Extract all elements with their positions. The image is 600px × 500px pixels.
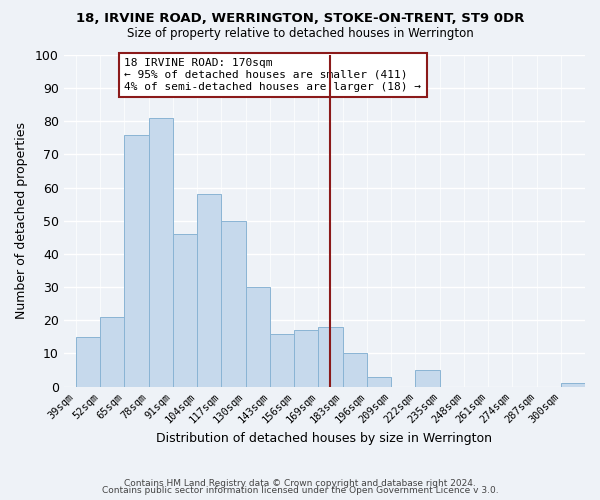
Bar [100,317,124,386]
Bar [561,384,585,386]
Bar [197,194,221,386]
Text: 18 IRVINE ROAD: 170sqm
← 95% of detached houses are smaller (411)
4% of semi-det: 18 IRVINE ROAD: 170sqm ← 95% of detached… [124,58,421,92]
Bar [76,337,100,386]
Bar [415,370,440,386]
Bar [343,354,367,386]
Text: 18, IRVINE ROAD, WERRINGTON, STOKE-ON-TRENT, ST9 0DR: 18, IRVINE ROAD, WERRINGTON, STOKE-ON-TR… [76,12,524,26]
Y-axis label: Number of detached properties: Number of detached properties [15,122,28,320]
Text: Size of property relative to detached houses in Werrington: Size of property relative to detached ho… [127,28,473,40]
Text: Contains HM Land Registry data © Crown copyright and database right 2024.: Contains HM Land Registry data © Crown c… [124,478,476,488]
Bar [173,234,197,386]
Bar [318,327,343,386]
Bar [124,134,149,386]
Text: Contains public sector information licensed under the Open Government Licence v : Contains public sector information licen… [101,486,499,495]
Bar [367,376,391,386]
Bar [149,118,173,386]
Bar [270,334,294,386]
X-axis label: Distribution of detached houses by size in Werrington: Distribution of detached houses by size … [157,432,493,445]
Bar [245,287,270,386]
Bar [294,330,318,386]
Bar [221,221,245,386]
